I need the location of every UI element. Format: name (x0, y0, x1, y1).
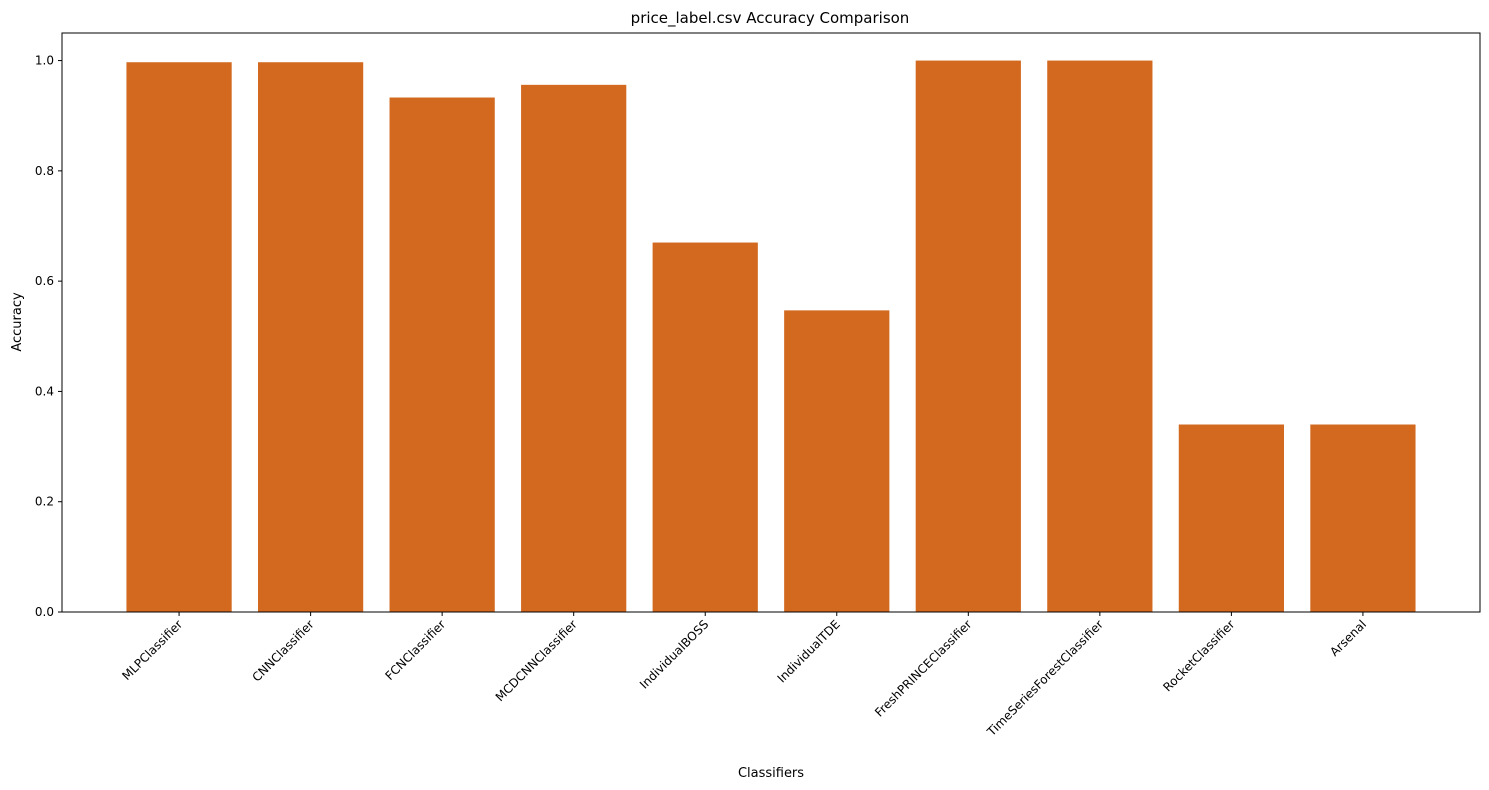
bars-group (126, 60, 1416, 613)
bar-cnnclassifier (257, 62, 364, 613)
x-tick-label: TimeSeriesForestClassifier (984, 617, 1106, 739)
bar-mcdcnnclassifier (521, 84, 627, 612)
y-tick-label: 0.2 (35, 495, 54, 509)
bar-individualtde (784, 310, 890, 612)
bar-timeseriesforestclassifier (1047, 60, 1153, 612)
chart-title: price_label.csv Accuracy Comparison (631, 9, 910, 28)
y-tick-label: 0.4 (35, 384, 54, 398)
x-tick-label: FreshPRINCEClassifier (872, 617, 974, 719)
x-tick-label: Arsenal (1327, 617, 1369, 659)
x-tick-label: MLPClassifier (119, 617, 185, 683)
x-tick-label: CNNClassifier (249, 617, 316, 684)
bar-fcnclassifier (389, 97, 495, 612)
y-tick-label: 0.6 (35, 274, 54, 288)
x-tick-label: IndividualTDE (775, 617, 843, 685)
y-axis-title: Accuracy (10, 292, 25, 352)
bar-freshprinceclassifier (915, 60, 1021, 612)
y-axis: 0.0 0.2 0.4 0.6 0.8 1.0 (35, 54, 62, 619)
x-tick-label: IndividualBOSS (637, 617, 711, 691)
x-tick-label: RocketClassifier (1160, 617, 1237, 694)
plot-frame (61, 32, 1481, 613)
x-axis-title: Classifiers (738, 766, 804, 781)
bar-individualboss (652, 242, 758, 613)
bar-arsenal (1310, 424, 1416, 612)
x-tick-label: FCNClassifier (382, 617, 448, 683)
y-tick-label: 0.0 (35, 605, 54, 619)
y-tick-label: 1.0 (35, 54, 54, 68)
x-tick-label: MCDCNNClassifier (493, 617, 580, 704)
y-tick-label: 0.8 (35, 164, 54, 178)
x-axis: MLPClassifier CNNClassifier FCNClassifier M… (119, 612, 1369, 739)
bar-mlpclassifier (126, 62, 232, 613)
bar-rocketclassifier (1178, 424, 1284, 612)
